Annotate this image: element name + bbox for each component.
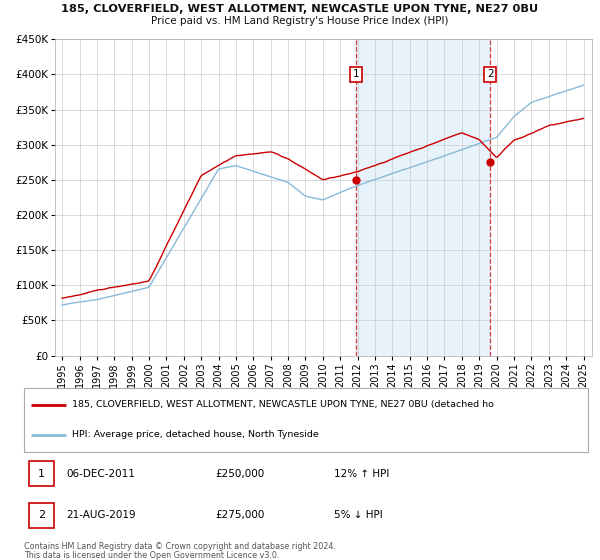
- Text: 185, CLOVERFIELD, WEST ALLOTMENT, NEWCASTLE UPON TYNE, NE27 0BU (detached ho: 185, CLOVERFIELD, WEST ALLOTMENT, NEWCAS…: [72, 400, 494, 409]
- Text: £250,000: £250,000: [216, 469, 265, 479]
- Text: 1: 1: [353, 69, 359, 80]
- Text: 06-DEC-2011: 06-DEC-2011: [66, 469, 135, 479]
- Text: £275,000: £275,000: [216, 510, 265, 520]
- Text: 2: 2: [487, 69, 494, 80]
- Bar: [356, 39, 490, 356]
- Text: Contains HM Land Registry data © Crown copyright and database right 2024.: Contains HM Land Registry data © Crown c…: [24, 542, 336, 551]
- Text: 12% ↑ HPI: 12% ↑ HPI: [334, 469, 389, 479]
- Bar: [29, 503, 54, 528]
- Text: 185, CLOVERFIELD, WEST ALLOTMENT, NEWCASTLE UPON TYNE, NE27 0BU: 185, CLOVERFIELD, WEST ALLOTMENT, NEWCAS…: [61, 4, 539, 15]
- Text: 1: 1: [38, 469, 45, 479]
- Text: 2: 2: [38, 510, 45, 520]
- Text: HPI: Average price, detached house, North Tyneside: HPI: Average price, detached house, Nort…: [72, 430, 319, 439]
- Text: This data is licensed under the Open Government Licence v3.0.: This data is licensed under the Open Gov…: [24, 551, 280, 560]
- Text: 5% ↓ HPI: 5% ↓ HPI: [334, 510, 383, 520]
- Bar: [29, 461, 54, 486]
- Text: 21-AUG-2019: 21-AUG-2019: [66, 510, 136, 520]
- Text: Price paid vs. HM Land Registry's House Price Index (HPI): Price paid vs. HM Land Registry's House …: [151, 16, 449, 26]
